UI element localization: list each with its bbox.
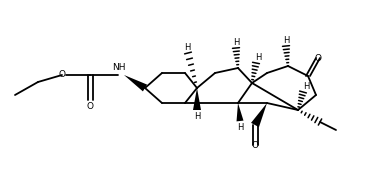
Text: O: O — [315, 54, 322, 62]
Text: H: H — [233, 38, 239, 46]
Polygon shape — [193, 88, 201, 110]
Text: H: H — [184, 42, 190, 52]
Polygon shape — [237, 103, 244, 121]
Text: H: H — [255, 52, 261, 62]
Polygon shape — [251, 103, 267, 127]
Text: O: O — [86, 102, 93, 110]
Text: H: H — [283, 36, 289, 44]
Text: O: O — [252, 140, 259, 150]
Text: H: H — [303, 81, 309, 91]
Text: H: H — [237, 123, 243, 132]
Text: NH: NH — [112, 62, 126, 71]
Text: H: H — [194, 111, 200, 121]
Text: O: O — [59, 70, 66, 78]
Polygon shape — [124, 75, 147, 91]
